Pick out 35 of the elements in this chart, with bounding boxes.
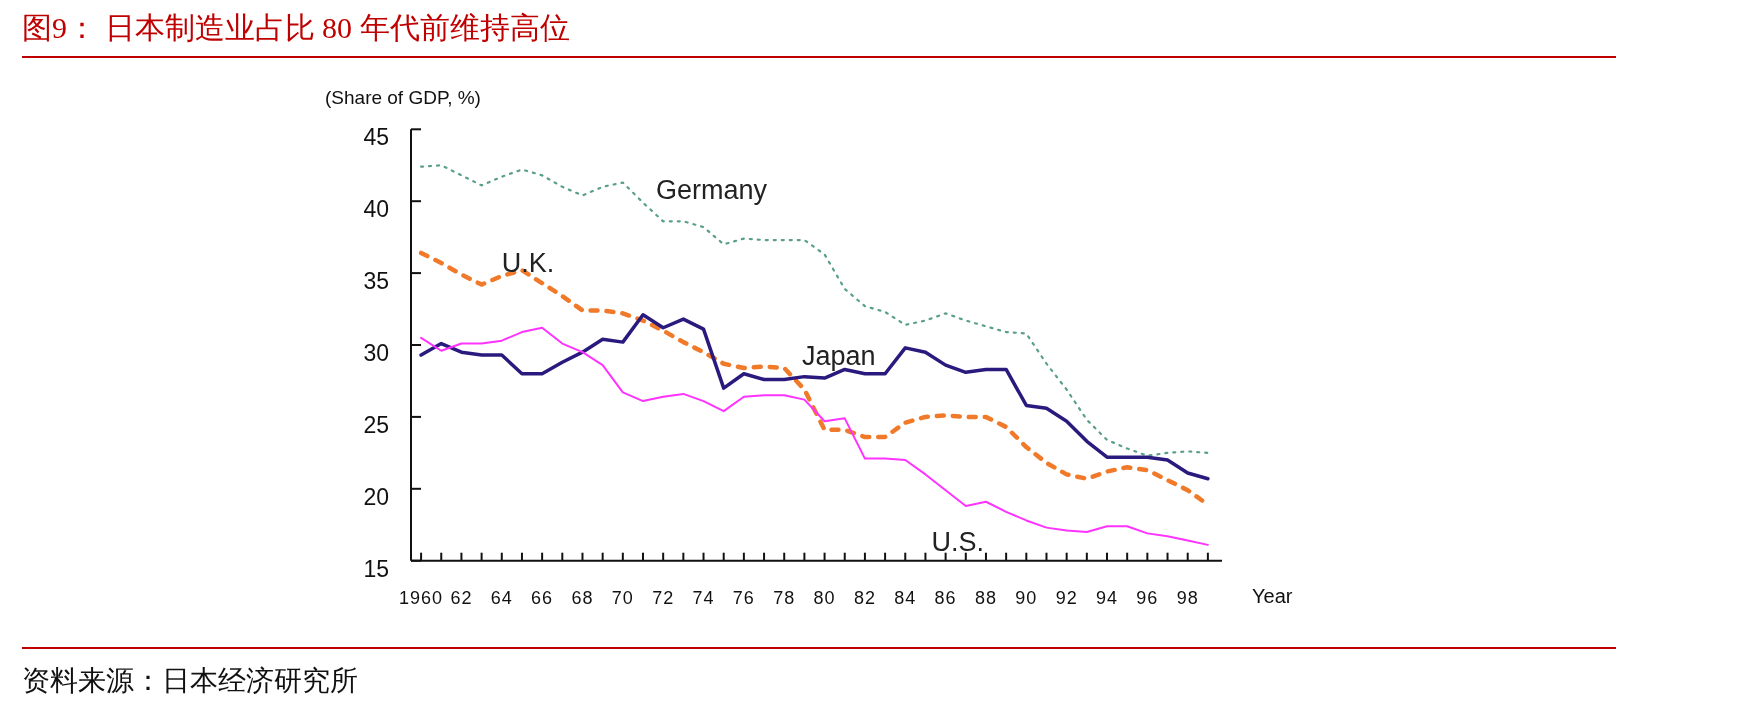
x-tick-label: 70 (611, 587, 634, 608)
x-tick-label: 90 (1015, 587, 1038, 608)
x-tick-label: 98 (1176, 587, 1199, 608)
x-tick-label: 84 (894, 587, 917, 608)
y-tick-label: 30 (363, 340, 389, 366)
y-tick-label: 45 (363, 124, 389, 151)
y-tick-label: 20 (363, 483, 389, 510)
series-label: U.K. (501, 247, 555, 278)
x-tick-label: 94 (1095, 587, 1119, 608)
series-label: Japan (801, 341, 876, 372)
x-tick-label: 80 (813, 587, 836, 608)
y-tick-label: 40 (363, 196, 389, 223)
x-tick-label: 92 (1055, 587, 1078, 608)
x-tick-label: 76 (732, 587, 755, 608)
x-tick-label: 74 (692, 587, 715, 608)
x-axis-title: Year (1252, 585, 1293, 607)
x-tick-label: 96 (1136, 587, 1159, 608)
x-tick-label: 62 (450, 587, 473, 608)
x-tick-label: 72 (652, 587, 675, 608)
y-axis-title: (Share of GDP, %) (325, 87, 481, 108)
x-tick-label: 82 (853, 587, 876, 608)
y-tick-label: 15 (363, 555, 389, 582)
x-tick-label: 68 (571, 587, 594, 608)
x-tick-label: 86 (934, 587, 957, 608)
x-tick-label: 78 (773, 587, 796, 608)
text: 资料来源：日本经济研究所 (22, 665, 358, 696)
x-tick-label: 1960 (399, 587, 444, 608)
chart-title: 图9： 日本制造业占比 80 年代前维持高位 (22, 11, 570, 44)
x-tick-label: 88 (974, 587, 997, 608)
y-tick-label: 25 (363, 411, 389, 438)
x-tick-label: 66 (531, 587, 554, 608)
y-tick-label: 35 (363, 268, 389, 295)
series-label: U.S. (931, 526, 984, 557)
series-label: Germany (656, 174, 768, 205)
x-tick-label: 64 (490, 587, 513, 608)
